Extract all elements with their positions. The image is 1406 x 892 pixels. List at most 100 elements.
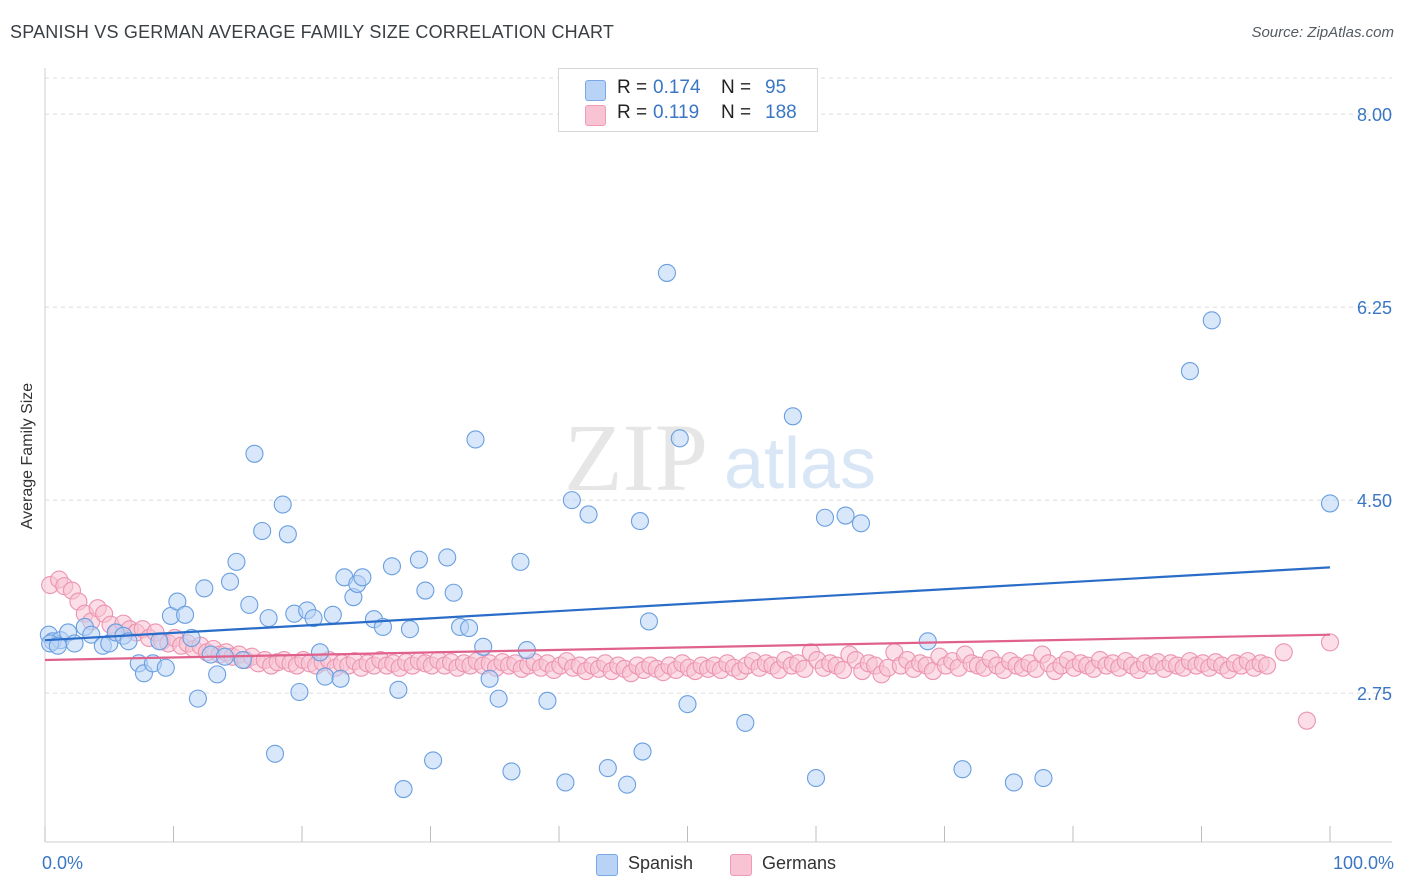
spanish-legend-swatch — [596, 854, 618, 876]
spanish-point — [290, 682, 309, 702]
series-legend: Spanish Germans — [0, 852, 1406, 878]
y-tick-labels: 2.75 4.50 6.25 8.00 — [1357, 105, 1392, 704]
spanish-point — [150, 632, 169, 651]
legend-label-spanish: Spanish — [628, 853, 694, 873]
spanish-point — [400, 620, 419, 639]
r-value: 0.119 — [653, 102, 700, 123]
spanish-point — [304, 609, 323, 628]
r-label: R = — [617, 102, 648, 123]
germans-trend-line — [44, 633, 1331, 662]
spanish-point — [466, 430, 485, 449]
y-tick-label: 4.50 — [1357, 491, 1392, 511]
spanish-point — [227, 552, 246, 571]
spanish-point — [556, 773, 575, 792]
source-label: Source: ZipAtlas.com — [1251, 24, 1394, 41]
spanish-point — [579, 505, 598, 524]
axes — [44, 68, 1392, 843]
watermark-zip: ZIP — [564, 404, 708, 511]
spanish-point — [119, 632, 138, 651]
spanish-point — [273, 495, 292, 514]
spanish-point — [253, 521, 272, 541]
spanish-point — [480, 669, 499, 688]
x-tick-label-min: 0.0% — [42, 853, 84, 873]
germans-point — [1320, 633, 1340, 652]
spanish-point — [639, 612, 659, 631]
spanish-point — [598, 759, 617, 778]
spanish-point — [953, 760, 972, 779]
germans-point — [1257, 656, 1277, 675]
spanish-point — [310, 643, 330, 662]
spanish-trend-line — [44, 566, 1331, 642]
spanish-point — [208, 665, 227, 684]
spanish-point — [188, 689, 207, 708]
spanish-point — [918, 632, 937, 651]
spanish-point — [233, 650, 252, 670]
spanish-point — [489, 689, 508, 708]
spanish-point — [316, 667, 335, 686]
spanish-point — [1034, 768, 1053, 788]
spanish-point — [678, 695, 697, 714]
spanish-point — [836, 506, 855, 525]
y-tick-label: 8.00 — [1357, 105, 1392, 125]
spanish-point — [538, 691, 557, 710]
spanish-point — [394, 780, 413, 799]
spanish-point — [373, 617, 393, 636]
spanish-point — [1320, 494, 1340, 513]
spanish-point — [474, 637, 493, 656]
spanish-point — [278, 525, 297, 544]
spanish-point — [409, 550, 428, 569]
germans-legend-swatch — [730, 854, 752, 876]
spanish-point — [176, 605, 195, 624]
n-label: N = — [721, 77, 752, 98]
trend-lines — [44, 566, 1331, 662]
legend-label-germans: Germans — [762, 853, 837, 873]
spanish-point — [1202, 311, 1221, 330]
spanish-point — [657, 263, 676, 282]
spanish-point — [618, 775, 637, 794]
germans-point — [1297, 711, 1316, 730]
spanish-point — [1004, 773, 1023, 792]
germans-point — [1274, 643, 1293, 662]
spanish-point — [156, 658, 175, 677]
germans-swatch — [585, 105, 606, 126]
germans-points — [41, 570, 1340, 730]
germans-point — [795, 659, 814, 678]
spanish-point — [220, 572, 240, 591]
spanish-point — [444, 583, 463, 602]
spanish-point — [806, 768, 826, 788]
spanish-point — [424, 751, 443, 770]
spanish-point — [815, 508, 835, 527]
chart-title: SPANISH VS GERMAN AVERAGE FAMILY SIZE CO… — [10, 22, 615, 42]
watermark-atlas: atlas — [724, 424, 876, 504]
r-value: 0.174 — [653, 77, 701, 98]
spanish-point — [245, 444, 264, 463]
germans-point — [833, 660, 853, 680]
n-label: N = — [721, 102, 752, 123]
spanish-point — [240, 595, 259, 614]
spanish-point — [331, 669, 350, 688]
spanish-point — [511, 552, 530, 571]
n-value: 188 — [765, 102, 797, 123]
n-value: 95 — [765, 77, 787, 98]
spanish-point — [416, 581, 435, 600]
spanish-point — [82, 625, 101, 644]
spanish-point — [265, 744, 285, 763]
spanish-point — [182, 628, 201, 648]
spanish-point — [438, 548, 457, 567]
spanish-point — [459, 618, 479, 638]
spanish-point — [502, 762, 521, 781]
spanish-point — [633, 742, 652, 761]
spanish-point — [48, 636, 67, 655]
spanish-point — [323, 605, 342, 624]
spanish-point — [736, 713, 755, 732]
spanish-point — [670, 429, 689, 448]
r-label: R = — [617, 77, 648, 98]
spanish-point — [562, 491, 581, 510]
x-tick-label-max: 100.0% — [1332, 853, 1394, 873]
spanish-point — [389, 680, 408, 699]
spanish-point — [1180, 362, 1199, 381]
spanish-point — [195, 579, 214, 598]
spanish-point — [783, 407, 802, 426]
spanish-point — [382, 557, 402, 576]
